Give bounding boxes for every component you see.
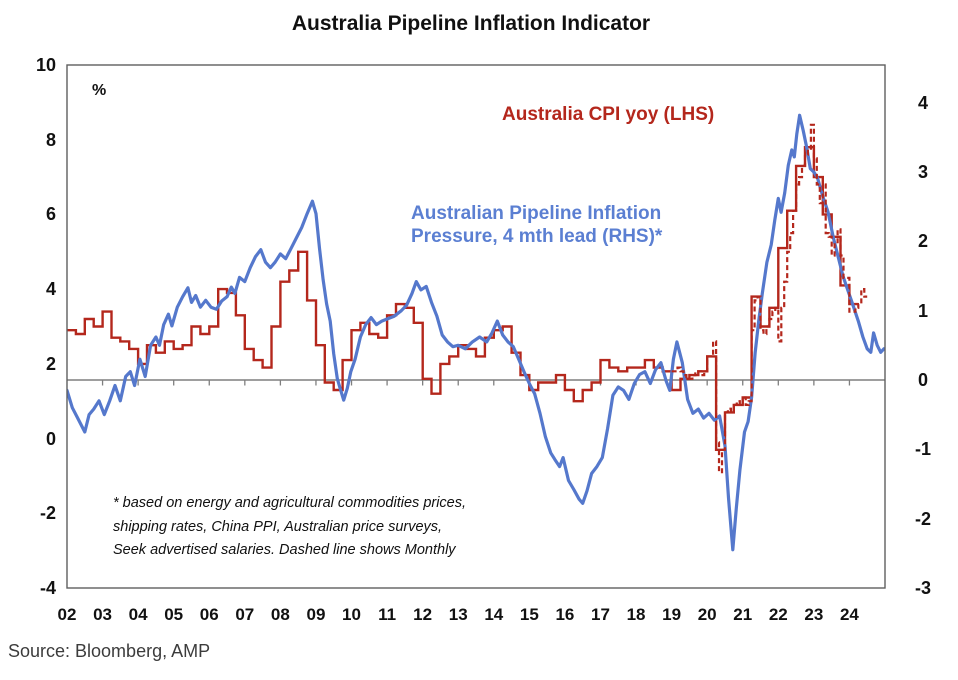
right-axis-tick-label: -1 xyxy=(914,439,931,460)
left-axis-tick-label: 2 xyxy=(45,353,56,374)
left-axis-tick-label: -4 xyxy=(39,578,56,598)
plot-border xyxy=(66,64,886,589)
pipeline-legend-line1: Australian Pipeline Inflation xyxy=(411,203,662,224)
x-axis-tick-label: 15 xyxy=(519,605,539,624)
footnote-line3: Seek advertised salaries. Dashed line sh… xyxy=(113,542,456,558)
x-axis-tick-label: 06 xyxy=(199,605,219,624)
right-axis-tick-label: 1 xyxy=(917,300,928,321)
x-axis-tick-label: 16 xyxy=(555,605,575,624)
right-axis-tick-label: 0 xyxy=(917,369,928,390)
x-axis-tick-label: 10 xyxy=(342,605,361,624)
footnote-line2: shipping rates, China PPI, Australian pr… xyxy=(113,518,443,535)
x-axis-tick-label: 02 xyxy=(57,605,77,624)
source-text: Source: Bloomberg, AMP xyxy=(8,641,211,661)
x-axis-tick-label: 21 xyxy=(733,605,753,624)
x-axis-tick-label: 07 xyxy=(235,605,255,624)
x-axis-tick-label: 24 xyxy=(839,605,859,624)
right-axis-tick-label: -2 xyxy=(914,508,931,529)
left-axis-tick-label: 10 xyxy=(35,55,56,75)
footnote: * based on energy and agricultural commo… xyxy=(113,492,466,563)
footnote-line1: * based on energy and agricultural commo… xyxy=(113,495,467,511)
x-axis-tick-label: 12 xyxy=(413,605,433,624)
cpi-legend-label: Australia CPI yoy (LHS) xyxy=(502,104,715,125)
x-axis-tick-label: 09 xyxy=(306,605,326,624)
x-axis-tick-label: 22 xyxy=(768,605,788,624)
x-axis-tick-label: 14 xyxy=(484,605,504,624)
right-axis-tick-label: -3 xyxy=(914,577,931,598)
x-axis-tick-label: 13 xyxy=(448,605,468,624)
x-axis-tick-label: 05 xyxy=(164,605,184,624)
right-axis-tick-label: 2 xyxy=(917,231,928,252)
percent-axis-unit-label: % xyxy=(92,82,107,99)
left-axis-tick-label: -2 xyxy=(39,503,56,524)
left-axis-tick-label: 8 xyxy=(45,129,56,150)
x-axis-tick-label: 04 xyxy=(128,605,148,624)
right-axis-tick-label: 3 xyxy=(917,162,928,183)
chart-title: Australia Pipeline Inflation Indicator xyxy=(291,12,651,35)
pipeline-legend-line2: Pressure, 4 mth lead (RHS)* xyxy=(411,226,663,247)
pipeline-legend-label: Australian Pipeline Inflation Pressure, … xyxy=(411,202,662,248)
right-axis-tick-label: 4 xyxy=(917,92,928,113)
x-axis-tick-label: 23 xyxy=(804,605,824,624)
left-axis-tick-label: 4 xyxy=(45,279,56,300)
left-axis-tick-label: 6 xyxy=(45,204,56,225)
x-axis-tick-label: 08 xyxy=(270,605,290,624)
x-axis-tick-label: 19 xyxy=(662,605,682,624)
x-axis-tick-label: 20 xyxy=(697,605,717,624)
x-axis-tick-label: 11 xyxy=(378,605,397,624)
cpi-monthly-dashed-line xyxy=(671,123,868,474)
x-axis-tick-label: 18 xyxy=(626,605,646,624)
left-axis-tick-label: 0 xyxy=(45,428,56,449)
x-axis-tick-label: 17 xyxy=(591,605,610,624)
x-axis-tick-label: 03 xyxy=(93,605,113,624)
pipeline-line xyxy=(67,113,885,552)
